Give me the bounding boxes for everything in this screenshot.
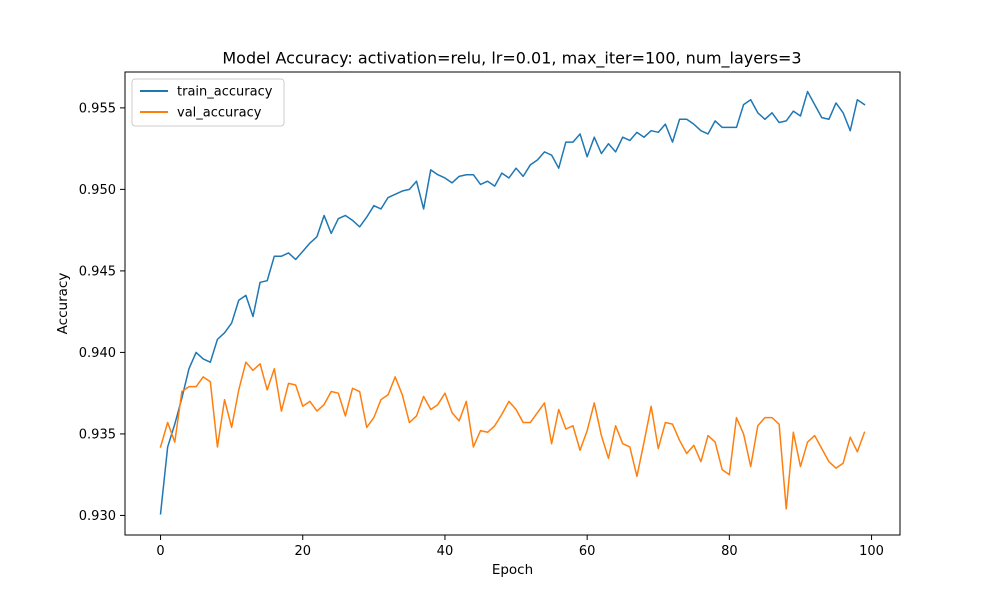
x-tick-label: 100 — [859, 544, 884, 559]
chart-title: Model Accuracy: activation=relu, lr=0.01… — [222, 49, 801, 69]
y-tick-label: 0.940 — [79, 346, 116, 361]
x-tick-label: 80 — [721, 544, 738, 559]
legend-label-train: train_accuracy — [177, 85, 273, 100]
legend-box — [131, 78, 285, 127]
series-line-train_accuracy — [159, 90, 866, 515]
x-axis-label: Epoch — [492, 562, 533, 578]
x-tick-label: 40 — [437, 544, 454, 559]
legend-label-val: val_accuracy — [177, 106, 262, 121]
series-line-val_accuracy — [159, 361, 866, 510]
y-tick-label: 0.950 — [79, 183, 116, 198]
y-axis-label: Accuracy — [55, 273, 71, 335]
y-tick-label: 0.955 — [79, 101, 116, 116]
y-tick-label: 0.945 — [79, 264, 116, 279]
x-axis: 0 20 40 60 80 100 — [156, 535, 884, 559]
y-axis: 0.930 0.935 0.940 0.945 0.950 0.955 — [79, 101, 125, 524]
x-tick-label: 20 — [294, 544, 311, 559]
plot-area — [159, 90, 866, 515]
y-tick-label: 0.930 — [79, 509, 116, 524]
x-tick-label: 60 — [579, 544, 596, 559]
legend: train_accuracy val_accuracy — [131, 78, 285, 127]
y-tick-label: 0.935 — [79, 427, 116, 442]
x-tick-label: 0 — [156, 544, 164, 559]
plot-frame — [124, 71, 901, 536]
